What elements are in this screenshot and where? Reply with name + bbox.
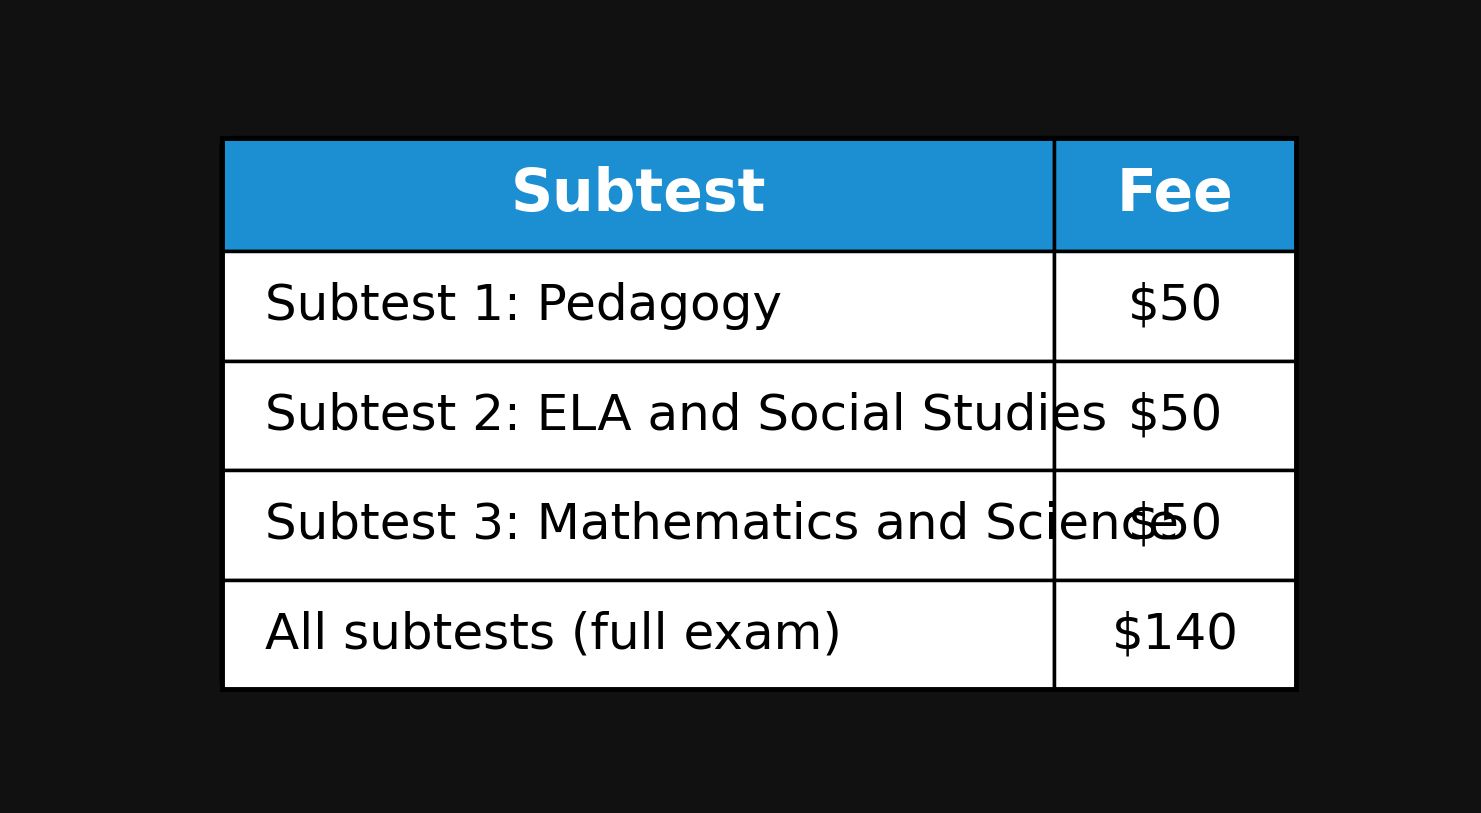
Text: $140: $140 — [1112, 611, 1238, 659]
Text: Fee: Fee — [1117, 166, 1234, 224]
FancyBboxPatch shape — [222, 138, 1296, 689]
Bar — [222, 138, 1296, 689]
Bar — [222, 138, 1054, 251]
Bar — [222, 361, 1054, 470]
Text: Subtest 2: ELA and Social Studies: Subtest 2: ELA and Social Studies — [265, 391, 1108, 439]
Bar — [222, 251, 1054, 361]
Bar — [1054, 251, 1296, 361]
Bar — [1054, 470, 1296, 580]
Text: $50: $50 — [1127, 501, 1223, 549]
Text: All subtests (full exam): All subtests (full exam) — [265, 611, 841, 659]
Bar — [222, 470, 1054, 580]
Text: $50: $50 — [1127, 391, 1223, 439]
Text: Subtest 1: Pedagogy: Subtest 1: Pedagogy — [265, 282, 782, 330]
Text: $50: $50 — [1127, 282, 1223, 330]
Bar — [222, 580, 1054, 689]
Text: Subtest 3: Mathematics and Science: Subtest 3: Mathematics and Science — [265, 501, 1179, 549]
Bar — [1054, 361, 1296, 470]
Bar — [1054, 138, 1296, 251]
Bar — [1054, 580, 1296, 689]
Text: Subtest: Subtest — [511, 166, 766, 224]
